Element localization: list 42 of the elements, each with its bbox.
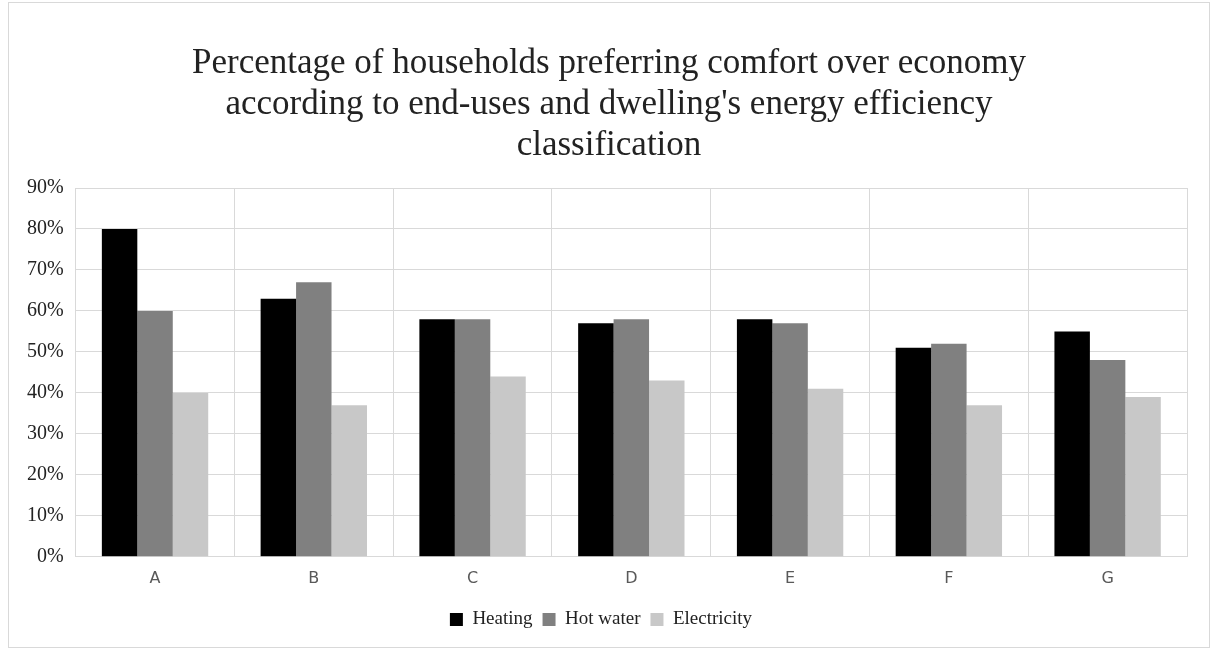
y-tick-label: 60% [26,298,64,321]
bar [772,323,808,557]
bar [296,282,332,557]
bar [931,343,967,557]
x-tick-label: C [466,567,479,587]
y-tick-label: 10% [26,503,64,526]
legend-label: Heating [472,607,534,629]
bar [454,319,491,557]
x-tick-label: G [1101,567,1114,587]
x-tick-label: A [149,567,161,587]
y-tick-label: 80% [26,216,64,239]
legend-label: Hot water [565,607,642,629]
x-tick-label: B [308,567,320,587]
y-tick-label: 90% [26,175,64,198]
bar [331,405,367,557]
bar [895,347,932,557]
bar [807,388,844,557]
y-tick-label: 50% [26,339,64,362]
y-tick-label: 40% [26,380,64,403]
bar [1125,396,1161,557]
bar [101,228,138,557]
bar [1089,360,1126,557]
chart-title: Percentage of households preferring comfort over economy according to end-uses and dwelling's energy efficiency classification [191,41,1027,164]
x-tick-label: D [625,567,638,587]
bar [490,376,526,557]
bar [172,392,209,557]
x-tick-label: E [785,567,796,587]
legend-label: Electricity [672,607,753,629]
bar [419,319,455,557]
y-tick-label: 20% [26,462,64,485]
bar [260,298,297,557]
bar [966,405,1003,557]
y-tick-label: 70% [26,257,64,280]
y-tick-label: 30% [26,421,64,444]
bar [137,310,173,557]
bar [649,380,685,557]
x-tick-label: F [944,567,954,587]
bar [736,319,773,557]
bar [1054,331,1090,557]
y-tick-label: 0% [36,544,64,567]
bar [613,319,650,557]
bar [578,323,614,557]
